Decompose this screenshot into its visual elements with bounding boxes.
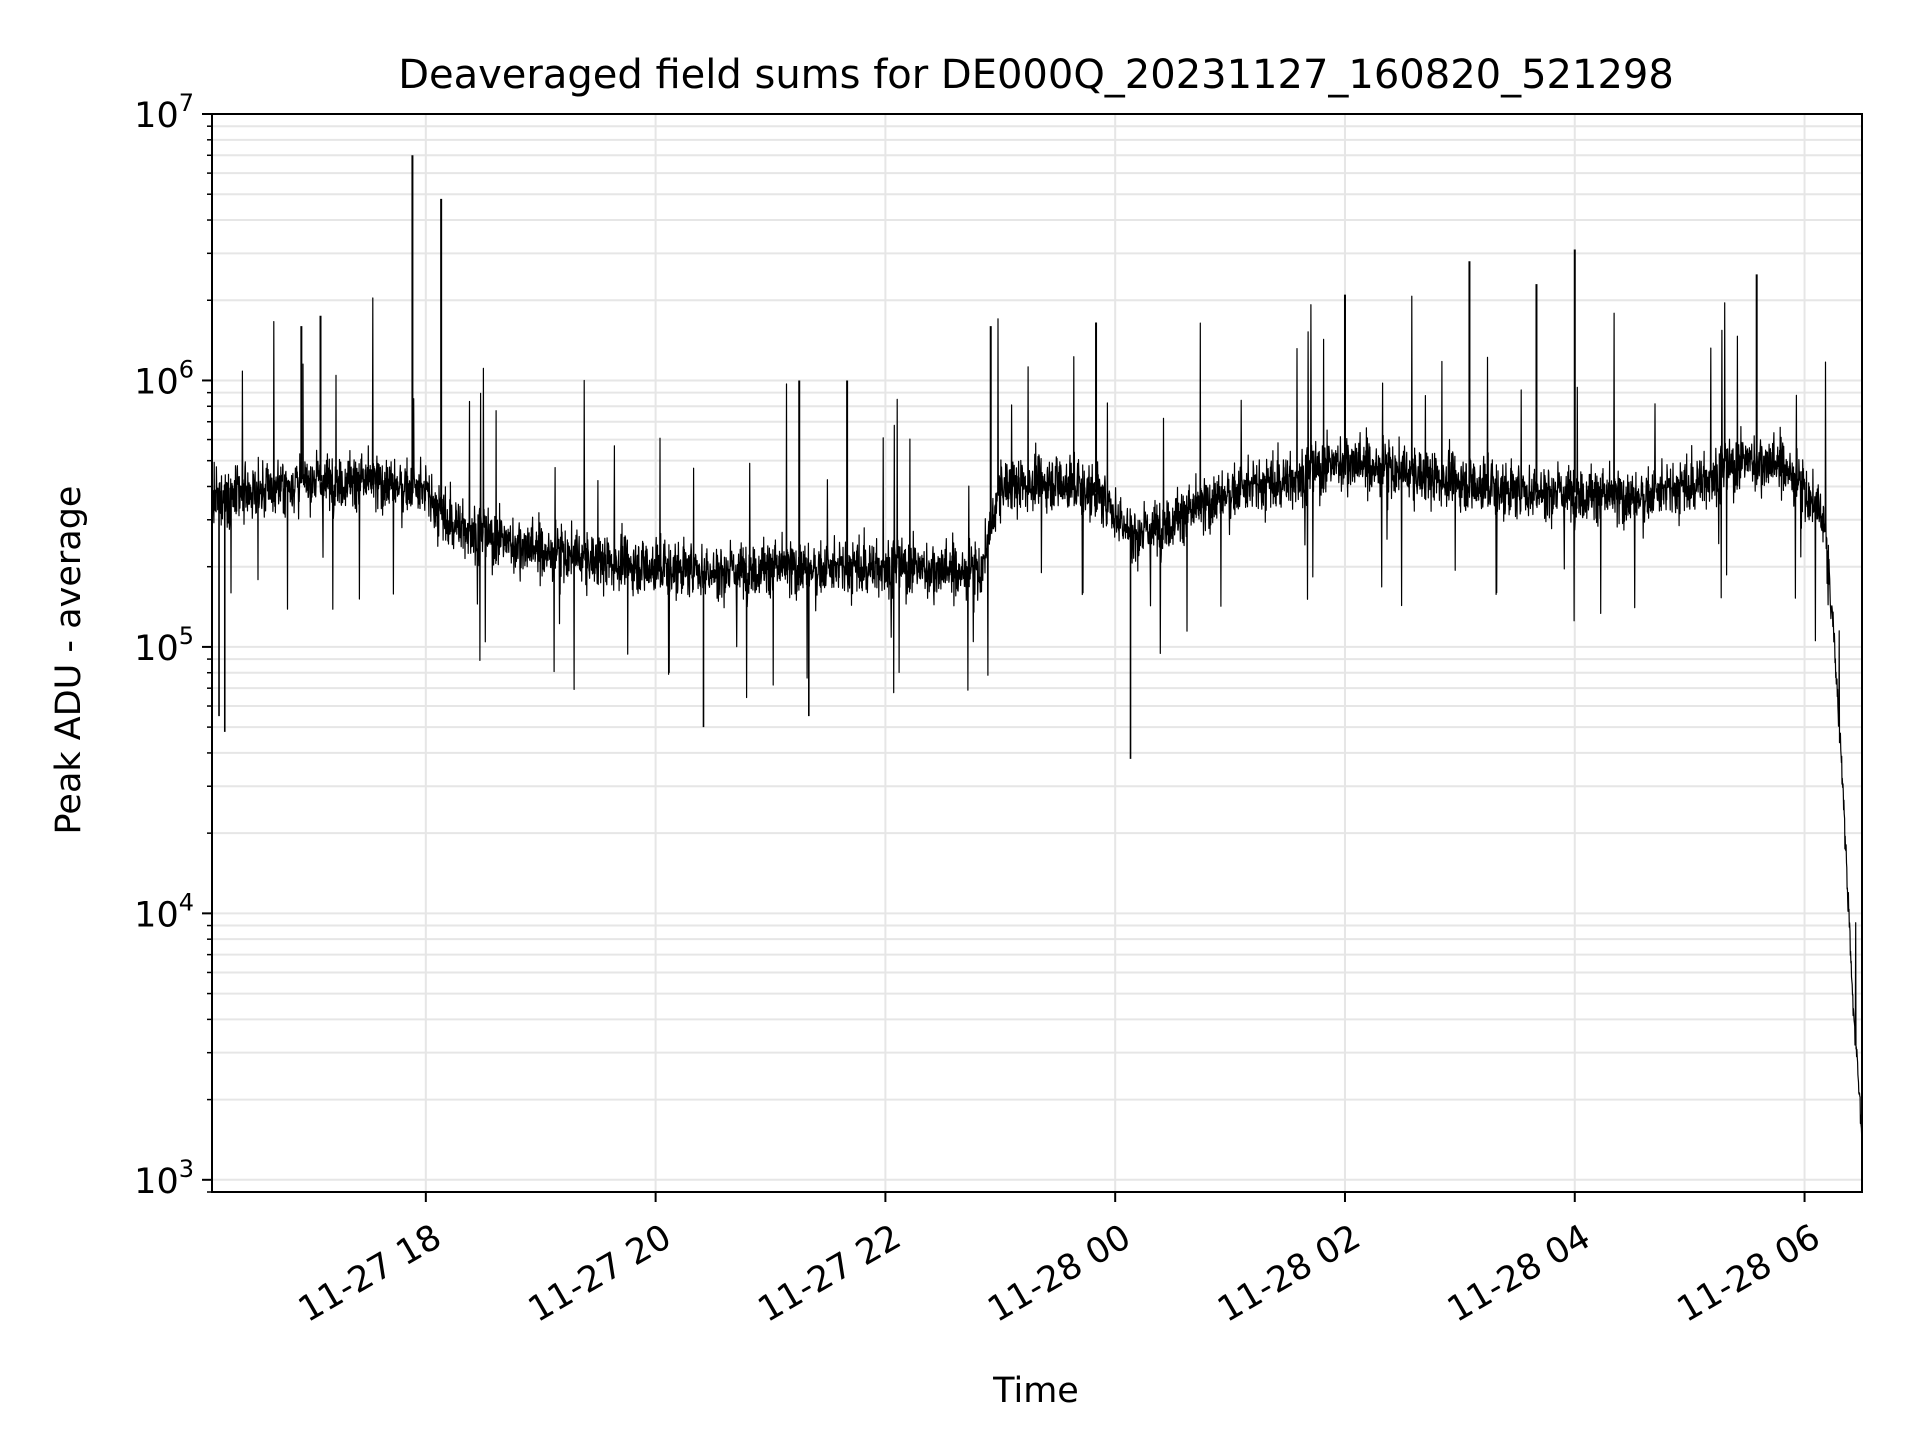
y-axis-label: Peak ADU - average [49, 486, 89, 835]
plot-frame [211, 113, 1863, 1193]
series-layer [212, 155, 1863, 1138]
y-tick-label: 103 [134, 1155, 194, 1202]
y-tick-label: 104 [134, 888, 194, 935]
x-axis-label: Time [992, 1371, 1079, 1411]
y-tick-label: 107 [134, 89, 194, 136]
y-tick-label: 106 [134, 355, 194, 402]
series-line [212, 295, 1863, 1138]
y-tick-label: 105 [134, 622, 194, 669]
chart-title: Deaveraged field sums for DE000Q_2023112… [398, 52, 1674, 98]
